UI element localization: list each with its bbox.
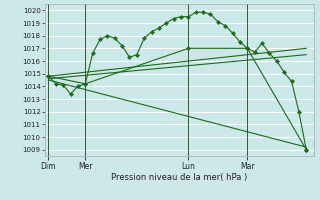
- X-axis label: Pression niveau de la mer( hPa ): Pression niveau de la mer( hPa ): [111, 173, 247, 182]
